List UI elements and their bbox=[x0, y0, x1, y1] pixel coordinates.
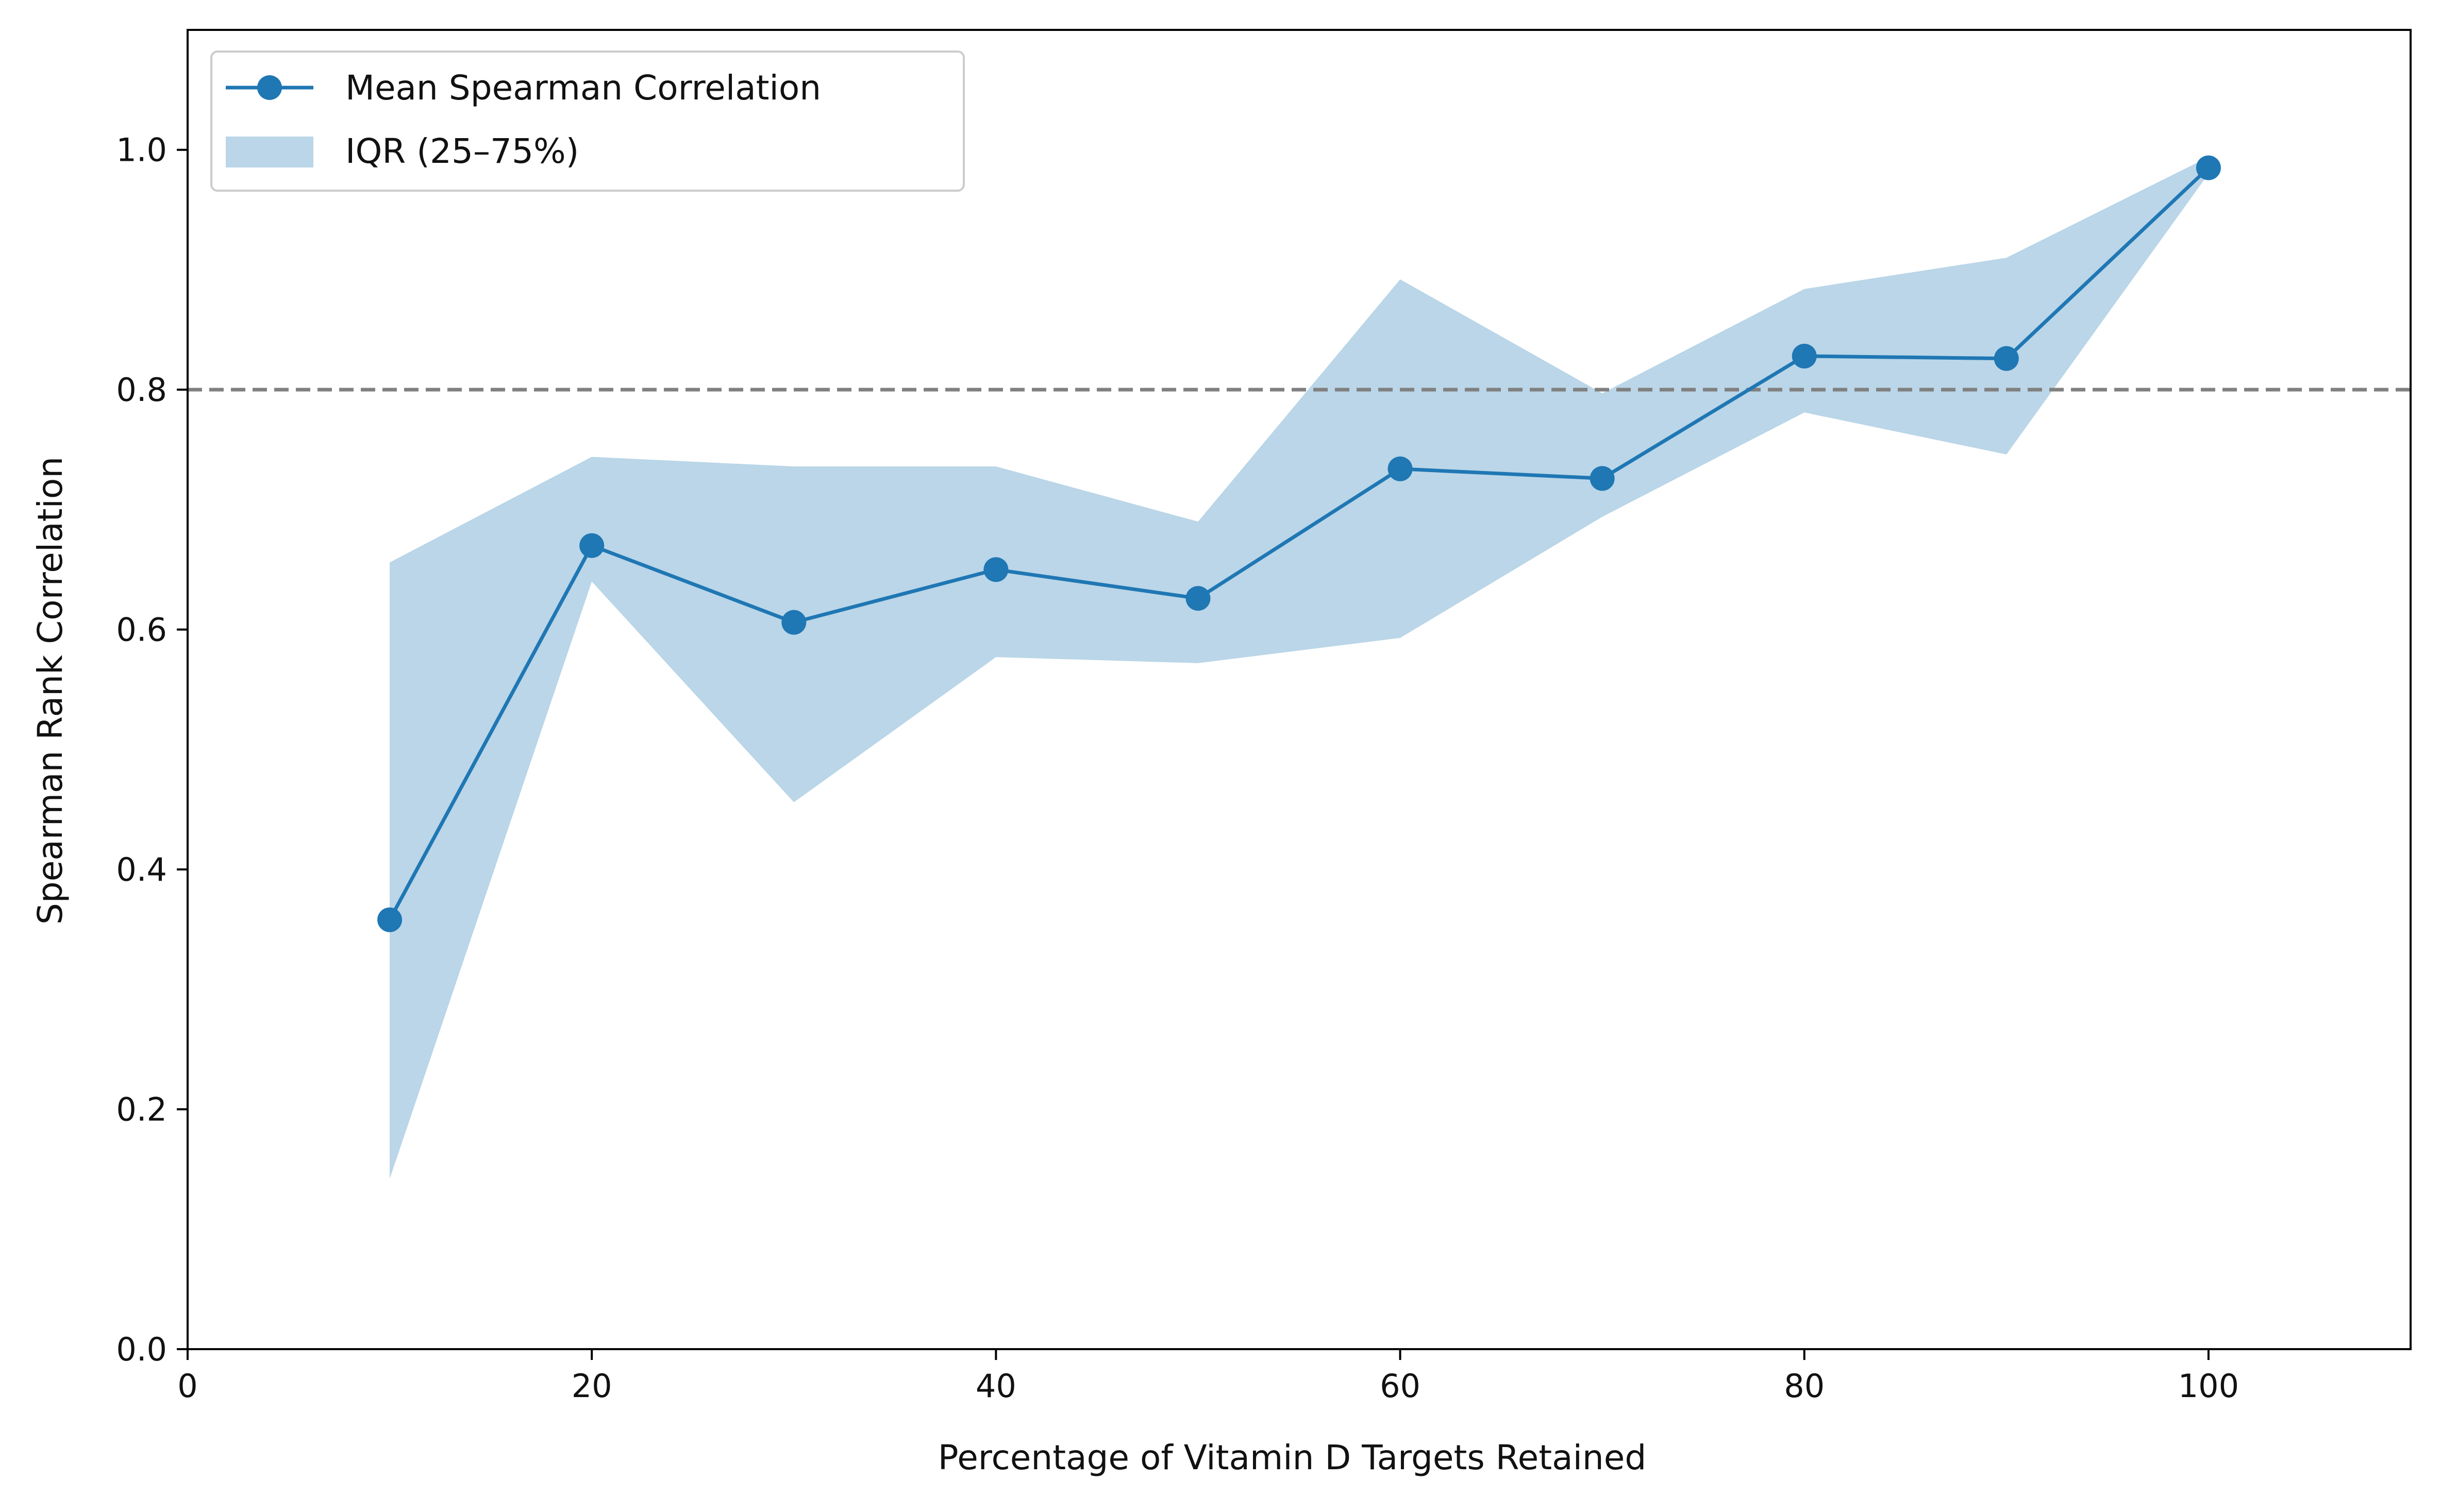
mean-point-30 bbox=[781, 610, 807, 635]
mean-point-60 bbox=[1387, 456, 1413, 481]
legend-box bbox=[210, 51, 965, 192]
y-tick-label: 0.4 bbox=[116, 851, 167, 888]
x-tick-label: 80 bbox=[1784, 1367, 1825, 1405]
legend-label-mean: Mean Spearman Correlation bbox=[345, 68, 821, 108]
mean-point-70 bbox=[1590, 466, 1615, 491]
x-axis-ticks: 0 20 40 60 80 100 bbox=[177, 1349, 2239, 1405]
x-tick-label: 20 bbox=[572, 1367, 612, 1405]
mean-series-line bbox=[388, 166, 2210, 921]
y-axis-ticks: 0.0 0.2 0.4 0.6 0.8 1.0 bbox=[116, 131, 188, 1368]
y-tick-label: 0.0 bbox=[116, 1331, 167, 1368]
mean-point-90 bbox=[1994, 346, 2019, 371]
iqr-band-layer bbox=[390, 157, 2209, 1179]
mean-point-100 bbox=[2196, 155, 2221, 180]
legend: Mean Spearman Correlation IQR (25–75%) bbox=[210, 51, 965, 192]
mean-point-10 bbox=[377, 907, 403, 932]
mean-series-layer bbox=[377, 155, 2221, 932]
mean-point-40 bbox=[983, 557, 1009, 582]
legend-band-swatch bbox=[226, 137, 313, 167]
y-tick-label: 0.8 bbox=[116, 371, 167, 409]
x-tick-label: 40 bbox=[976, 1367, 1016, 1405]
mean-point-20 bbox=[579, 533, 605, 558]
mean-point-50 bbox=[1185, 586, 1211, 611]
legend-label-iqr: IQR (25–75%) bbox=[345, 131, 579, 171]
y-tick-label: 1.0 bbox=[116, 131, 167, 169]
legend-marker-swatch bbox=[257, 75, 282, 100]
iqr-band bbox=[390, 157, 2209, 1179]
x-tick-label: 0 bbox=[177, 1367, 197, 1405]
x-tick-label: 60 bbox=[1380, 1367, 1420, 1405]
plot-frame bbox=[187, 29, 2412, 1350]
y-tick-label: 0.2 bbox=[116, 1091, 167, 1129]
y-axis-title: Spearman Rank Correlation bbox=[30, 457, 70, 925]
x-axis-title: Percentage of Vitamin D Targets Retained bbox=[938, 1438, 1647, 1477]
y-tick-label: 0.6 bbox=[116, 611, 167, 649]
x-tick-label: 100 bbox=[2178, 1367, 2239, 1405]
mean-point-80 bbox=[1792, 344, 1817, 369]
